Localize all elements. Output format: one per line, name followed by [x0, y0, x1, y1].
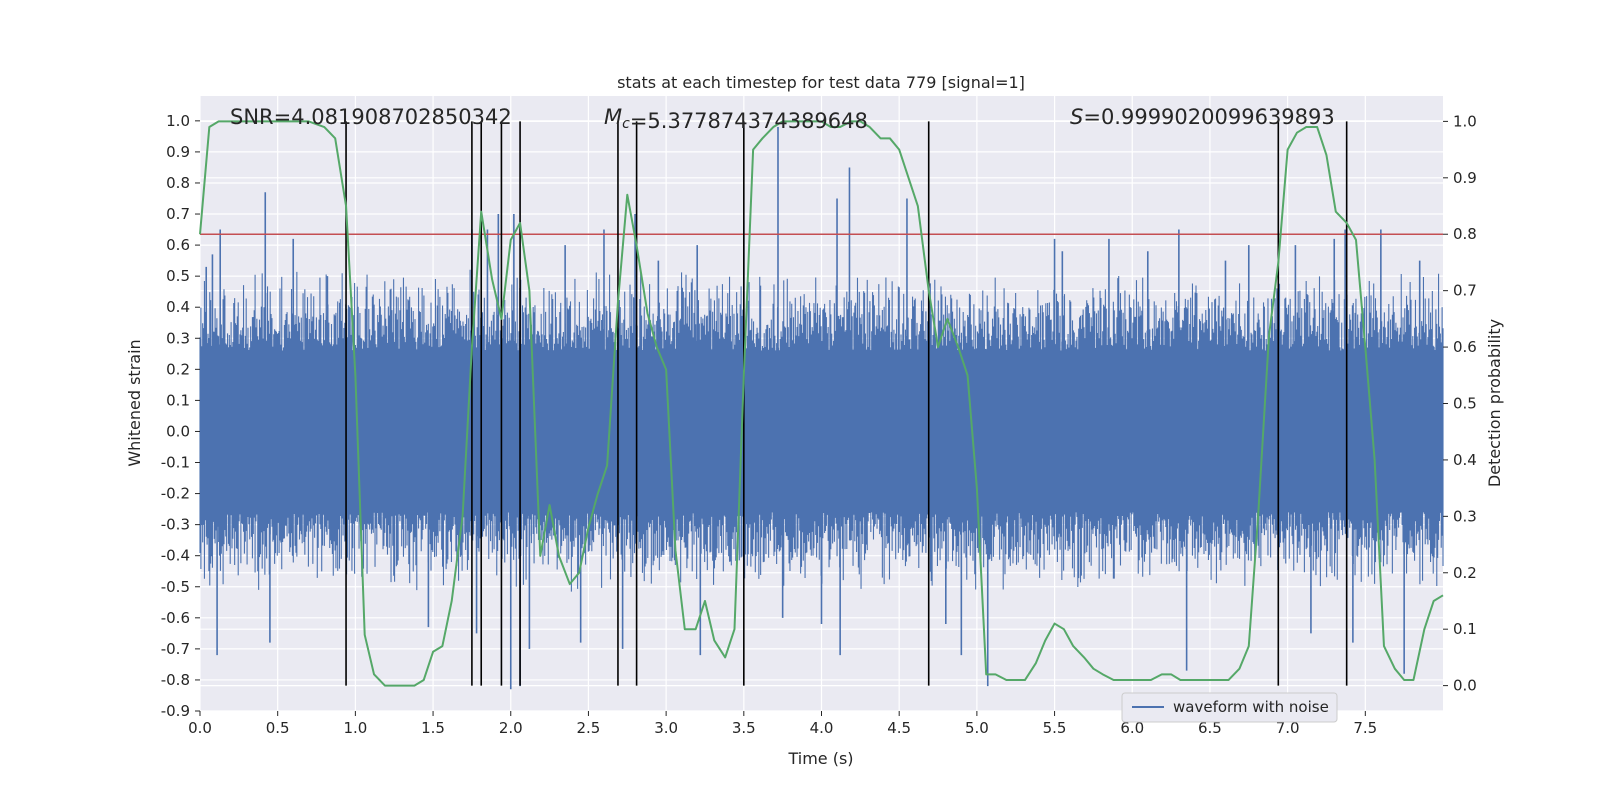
y-tick-label-left: 0.7 [166, 205, 190, 223]
x-axis-label: Time (s) [787, 749, 853, 768]
x-tick-label: 5.0 [965, 719, 989, 737]
y-tick-label-left: 0.5 [166, 267, 190, 285]
y-tick-label-left: 0.2 [166, 360, 190, 378]
y-tick-label-left: -0.8 [161, 671, 190, 689]
y-tick-label-right: 0.0 [1453, 677, 1477, 695]
x-axis-ticks: 0.0 0.5 1.0 1.5 2.0 2.5 3.0 3.5 4.0 4.5 5.0 5.5 6.0 6… [188, 711, 1377, 737]
y-tick-label-left: 1.0 [166, 112, 190, 130]
y-tick-label-right: 0.9 [1453, 169, 1477, 187]
annotations: SNR=4.081908702850342 Mc=5.37787437438964… [230, 105, 1335, 133]
y-tick-label-right: 0.2 [1453, 564, 1477, 582]
right-axis-ticks: 0.0 0.1 0.2 0.3 0.4 0.5 0.6 0.7 0.8 0.9 1.0 [1443, 112, 1477, 695]
x-tick-label: 4.0 [810, 719, 834, 737]
x-tick-label: 2.5 [577, 719, 601, 737]
x-tick-label: 6.5 [1198, 719, 1222, 737]
y-tick-label-left: -0.9 [161, 702, 190, 720]
x-tick-label: 0.5 [266, 719, 290, 737]
left-axis-ticks: -0.9 -0.8 -0.7 -0.6 -0.5 -0.4 -0.3 -0.2 -0.1 0.0 0… [161, 112, 200, 720]
y-tick-label-left: -0.2 [161, 485, 190, 503]
x-tick-label: 3.0 [654, 719, 678, 737]
annotation-3: S=0.9999020099639893 [1070, 105, 1335, 129]
x-tick-label: 1.0 [343, 719, 367, 737]
legend-label: waveform with noise [1173, 698, 1329, 716]
y-axis-label-right: Detection probability [1485, 319, 1504, 487]
annotation-2: Mc=5.377874374389648 [604, 105, 868, 133]
y-tick-label-right: 0.1 [1453, 620, 1477, 638]
y-tick-label-left: -0.5 [161, 578, 190, 596]
legend: waveform with noise [1121, 692, 1338, 723]
y-tick-label-left: 0.3 [166, 329, 190, 347]
y-tick-label-left: -0.6 [161, 609, 190, 627]
y-tick-label-right: 0.7 [1453, 282, 1477, 300]
waveform-series [199, 127, 1444, 690]
x-tick-label: 2.0 [499, 719, 523, 737]
y-tick-label-right: 0.6 [1453, 338, 1477, 356]
probability-line [199, 120, 1444, 687]
y-tick-label-left: 0.0 [166, 422, 190, 440]
annotation-1: SNR=4.081908702850342 [230, 105, 512, 129]
legend-box [1121, 692, 1338, 723]
y-tick-label-right: 0.3 [1453, 507, 1477, 525]
y-tick-label-left: 0.1 [166, 391, 190, 409]
x-tick-label: 7.0 [1276, 719, 1300, 737]
y-tick-label-left: -0.7 [161, 640, 190, 658]
x-tick-label: 1.5 [421, 719, 445, 737]
y-tick-label-left: 0.9 [166, 143, 190, 161]
x-tick-label: 3.5 [732, 719, 756, 737]
y-tick-label-left: 0.8 [166, 174, 190, 192]
chart-title: stats at each timestep for test data 779… [617, 73, 1025, 92]
x-tick-label: 7.5 [1353, 719, 1377, 737]
x-tick-label: 6.0 [1120, 719, 1144, 737]
y-tick-label-right: 1.0 [1453, 112, 1477, 130]
y-tick-label-right: 0.8 [1453, 225, 1477, 243]
probability-series [199, 120, 1444, 687]
y-tick-label-left: -0.3 [161, 516, 190, 534]
x-tick-label: 5.5 [1043, 719, 1067, 737]
y-tick-label-left: 0.4 [166, 298, 190, 316]
y-axis-label-left: Whitened strain [125, 339, 144, 466]
x-tick-label: 0.0 [188, 719, 212, 737]
y-tick-label-right: 0.5 [1453, 395, 1477, 413]
y-tick-label-left: 0.6 [166, 236, 190, 254]
y-tick-label-left: -0.1 [161, 454, 190, 472]
y-tick-label-left: -0.4 [161, 547, 190, 565]
x-tick-label: 4.5 [887, 719, 911, 737]
y-tick-label-right: 0.4 [1453, 451, 1477, 469]
